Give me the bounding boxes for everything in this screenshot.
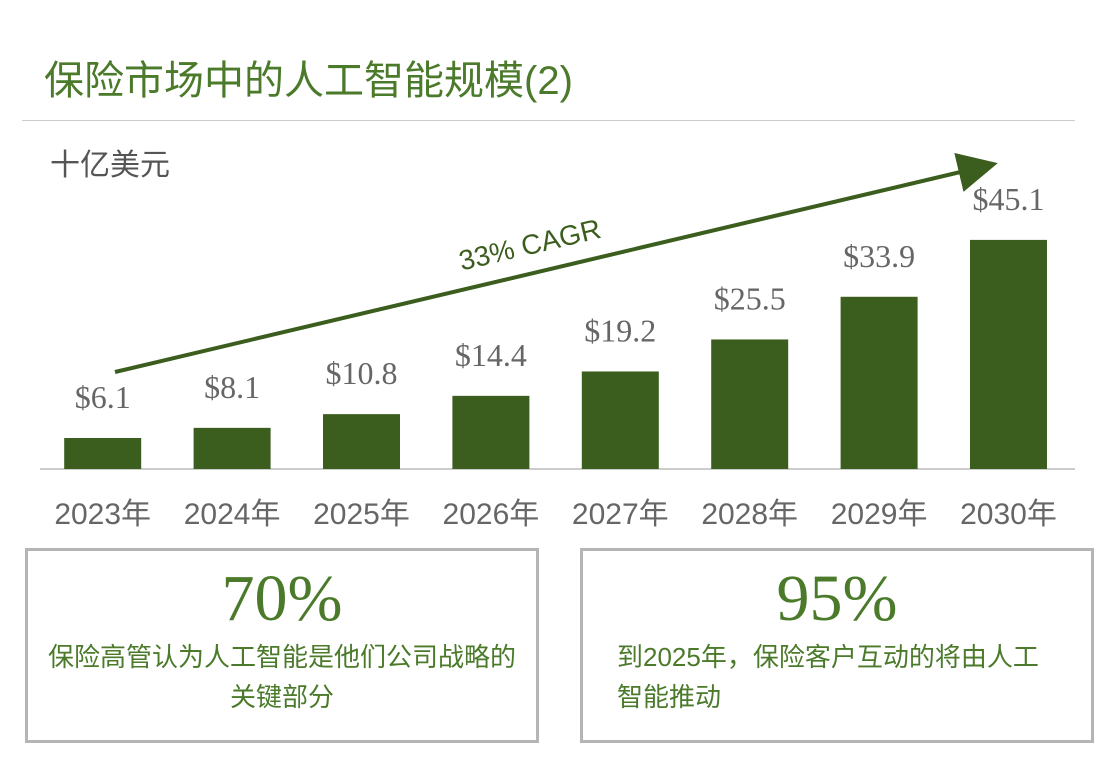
value-label: $45.1 <box>973 181 1045 217</box>
bar <box>193 427 271 469</box>
title: 保险市场中的人工智能规模(2) <box>44 59 573 103</box>
bar <box>581 371 659 469</box>
x-tick-label: 2027年 <box>572 498 669 531</box>
divider <box>22 120 1075 121</box>
x-tick-label: 2030年 <box>960 498 1057 531</box>
bar <box>323 414 400 469</box>
stat-box: 70% 保险高管认为人工智能是他们公司战略的关键部分 <box>25 548 539 743</box>
x-tick-label: 2025年 <box>313 498 410 531</box>
stat-box: 95% 到2025年，保险客户互动的将由人工智能推动 <box>580 548 1094 743</box>
bar <box>840 296 918 469</box>
stat-value: 95% <box>776 562 898 635</box>
cagr-arrow <box>114 152 998 374</box>
bar <box>970 239 1047 469</box>
bar <box>64 438 142 469</box>
bar <box>452 395 530 469</box>
value-label: $6.1 <box>75 379 131 415</box>
cagr-label: 33% CAGR <box>456 213 604 276</box>
value-label: $33.9 <box>843 238 915 274</box>
stat-value: 70% <box>221 562 343 635</box>
x-tick-label: 2028年 <box>701 498 798 531</box>
value-label: $8.1 <box>204 369 260 405</box>
unit-label: 十亿美元 <box>50 149 170 182</box>
stat-text: 到2025年，保险客户互动的将由人工智能推动 <box>617 642 1039 712</box>
x-tick-label: 2024年 <box>184 498 281 531</box>
bar <box>711 339 789 469</box>
chart: 33% CAGR $6.1 2023年 $8.1 2024年 $10.8 2025年 $14… <box>40 152 1075 531</box>
value-label: $14.4 <box>455 337 527 373</box>
value-label: $19.2 <box>584 312 656 348</box>
x-tick-label: 2023年 <box>54 498 151 531</box>
stat-text: 保险高管认为人工智能是他们公司战略的关键部分 <box>47 642 516 712</box>
value-label: $25.5 <box>714 280 786 316</box>
value-label: $10.8 <box>326 355 398 391</box>
x-tick-label: 2026年 <box>443 498 540 531</box>
x-tick-label: 2029年 <box>831 498 928 531</box>
